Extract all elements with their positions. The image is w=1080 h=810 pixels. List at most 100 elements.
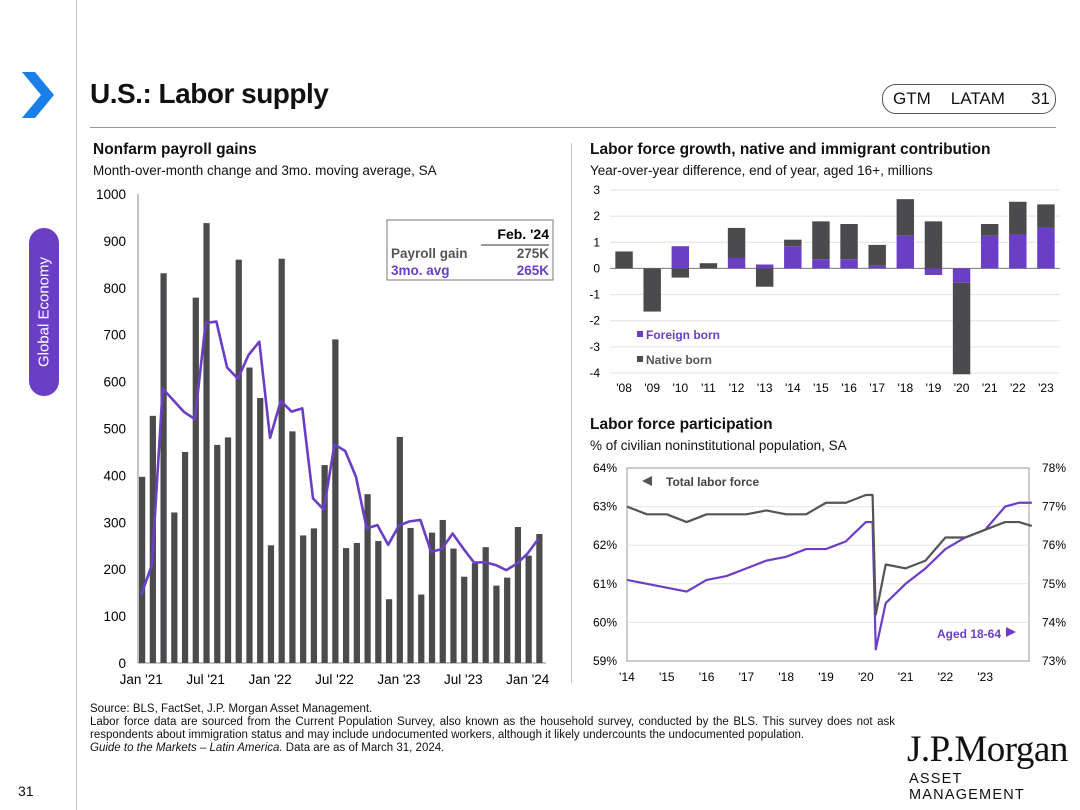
x-tick-label: '21	[898, 670, 914, 684]
x-tick-label: Jan '22	[249, 672, 292, 687]
payroll-bar	[267, 545, 275, 663]
y-tick-label: -3	[589, 340, 600, 354]
right-y-tick-label: 77%	[1042, 500, 1066, 514]
x-tick-label: '17	[869, 381, 885, 395]
badge-region: LATAM	[950, 89, 1005, 108]
native-born-bar	[812, 221, 830, 260]
page-number: 31	[18, 783, 34, 799]
left-arrow-icon	[642, 476, 652, 486]
footer-guide-italic: Guide to the Markets – Latin America.	[90, 742, 283, 754]
badge-page: 31	[1030, 89, 1050, 108]
right-y-tick-label: 76%	[1042, 538, 1066, 552]
foreign-born-bar	[671, 246, 690, 269]
foreign-born-bar	[1009, 234, 1027, 269]
foreign-born-bar	[812, 259, 830, 269]
native-born-bar	[952, 282, 971, 375]
participation-subtitle: % of civilian noninstitutional populatio…	[590, 438, 847, 453]
x-tick-label: Jul '23	[444, 672, 483, 687]
footer-note: Labor force data are sourced from the Cu…	[90, 716, 895, 741]
y-tick-label: 2	[593, 209, 600, 223]
callout-row2-value: 265K	[517, 263, 550, 278]
section-tab-label: Global Economy	[35, 256, 53, 368]
y-tick-label: -2	[589, 314, 600, 328]
jpmorgan-logo: J.P.Morgan	[907, 729, 1068, 770]
payroll-bar	[407, 527, 414, 663]
foreign-born-bar	[952, 268, 971, 283]
x-tick-label: '11	[701, 381, 716, 395]
payroll-bar	[428, 532, 436, 663]
y-tick-label: -1	[589, 288, 600, 302]
participation-chart: 64% 63% 62% 61% 60% 59% 78% 77% 76% 75% 74% 73% '14 '…	[593, 461, 1066, 684]
legend-swatch-native	[637, 356, 643, 362]
x-tick-label: '18	[897, 381, 913, 395]
payroll-bar	[504, 577, 511, 663]
native-born-bar	[615, 251, 633, 269]
y-tick-label: 800	[103, 281, 126, 296]
x-tick-label: '15	[813, 381, 829, 395]
right-y-tick-label: 73%	[1042, 654, 1066, 668]
native-born-bar	[727, 227, 746, 258]
section-tab[interactable]: Global Economy	[29, 228, 59, 396]
payroll-bar	[278, 258, 285, 663]
laborforce-title: Labor force growth, native and immigrant…	[590, 141, 991, 158]
x-tick-label: '14	[785, 381, 801, 395]
payroll-bar	[139, 476, 146, 663]
right-y-tick-label: 74%	[1042, 615, 1066, 629]
x-tick-label: Jan '21	[120, 672, 163, 687]
native-born-bar	[924, 221, 943, 269]
laborforce-subtitle: Year-over-year difference, end of year, …	[590, 163, 933, 178]
x-tick-label: '21	[982, 381, 998, 395]
payroll-bar	[181, 451, 189, 663]
x-tick-label: '23	[977, 670, 993, 684]
y-tick-label: 500	[103, 422, 126, 437]
left-y-tick-label: 61%	[593, 577, 617, 591]
x-tick-label: '20	[954, 381, 970, 395]
page-title: U.S.: Labor supply	[90, 78, 329, 109]
callout-row1-label: Payroll gain	[391, 246, 468, 261]
foreign-born-bar	[868, 265, 886, 269]
payroll-subtitle: Month-over-month change and 3mo. moving …	[93, 163, 437, 178]
payroll-bar	[300, 535, 307, 663]
payroll-bar	[192, 297, 199, 663]
footer-source: Source: BLS, FactSet, J.P. Morgan Asset …	[90, 703, 373, 715]
callout-row1-value: 275K	[517, 246, 550, 261]
x-tick-label: '22	[938, 670, 954, 684]
foreign-born-bar	[727, 257, 746, 269]
x-tick-label: '16	[699, 670, 715, 684]
payroll-bar	[289, 431, 296, 663]
native-born-bar	[643, 268, 661, 312]
callout-header: Feb. '24	[497, 226, 549, 242]
asset-management-label: ASSET MANAGEMENT	[909, 771, 1025, 803]
label-aged-18-64: Aged 18-64	[937, 627, 1001, 641]
native-born-bar	[868, 244, 886, 266]
x-tick-label: '08	[616, 381, 632, 395]
x-tick-label: '19	[926, 381, 942, 395]
y-tick-label: 1	[593, 235, 600, 249]
payroll-title: Nonfarm payroll gains	[93, 141, 257, 158]
native-born-bar	[980, 223, 999, 236]
payroll-bar	[514, 526, 522, 663]
foreign-born-bar	[1037, 227, 1055, 269]
payroll-bar	[332, 339, 339, 663]
payroll-bar	[321, 465, 328, 663]
foreign-born-bar	[924, 268, 943, 275]
payroll-bar	[214, 444, 221, 663]
y-tick-label: 300	[103, 515, 126, 530]
legend-foreign-born: Foreign born	[646, 328, 720, 342]
badge-gtm: GTM	[893, 89, 931, 108]
x-tick-label: '16	[841, 381, 857, 395]
native-born-bar	[840, 223, 858, 260]
payroll-bar	[471, 563, 479, 663]
right-arrow-icon	[1006, 627, 1016, 637]
x-tick-label: '19	[818, 670, 834, 684]
callout-box	[386, 219, 554, 281]
y-tick-label: 200	[103, 562, 126, 577]
laborforce-chart: 3 2 1 0 -1 -2 -3 -4 '08 '09 '10 '11 '12 '13 '14 '15 '16 '…	[589, 183, 1060, 395]
foreign-born-bar	[980, 235, 999, 269]
native-born-bar	[1009, 201, 1027, 235]
legend-swatch-foreign	[637, 331, 643, 337]
x-tick-label: '10	[672, 381, 688, 395]
native-born-bar	[755, 268, 774, 287]
left-divider	[76, 0, 77, 810]
left-y-tick-label: 63%	[593, 500, 617, 514]
